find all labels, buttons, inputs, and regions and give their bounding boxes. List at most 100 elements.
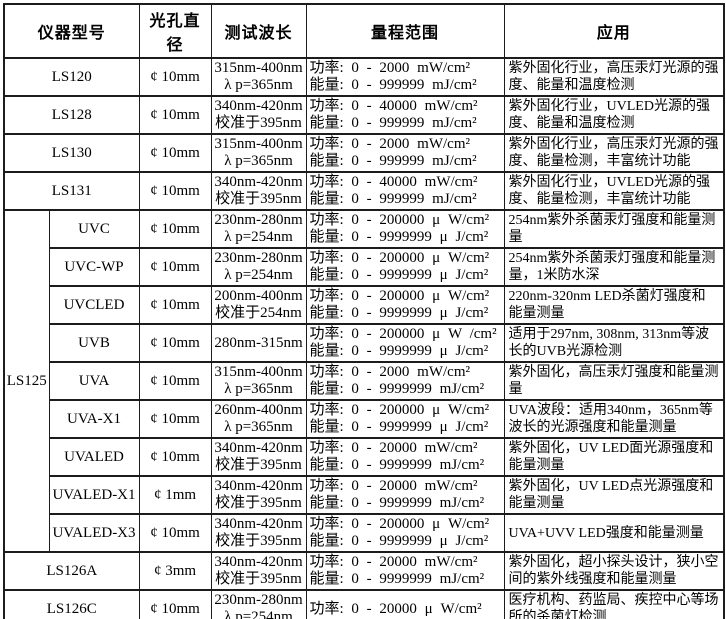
wavelength-cell: 260nm-400nm λ p=365nm xyxy=(210,399,307,439)
aperture-cell: ¢ 10mm xyxy=(138,171,212,211)
wavelength-cell: 230nm-280nm λ p=254nm xyxy=(210,247,307,287)
aperture-cell: ¢ 10mm xyxy=(138,247,212,287)
model-cell: LS126C xyxy=(3,589,140,619)
model-group-cell: LS125 xyxy=(3,209,50,553)
application-cell: 紫外固化行业，UVLED光源的强度、能量检测，丰富统计功能 xyxy=(503,171,725,211)
submodel-cell: UVCLED xyxy=(48,285,140,325)
range-cell: 功率: 0 - 2000 mW/cm² 能量: 0 - 999999 mJ/cm² xyxy=(305,57,505,97)
submodel-cell: UVC xyxy=(48,209,140,249)
application-cell: 254nm紫外杀菌汞灯强度和能量测量 xyxy=(503,209,725,249)
wavelength-line: 315nm-400nm xyxy=(214,364,303,380)
range-line: 功率: 0 - 20000 mW/cm² xyxy=(309,440,478,456)
table-row: LS125 UVC ¢ 10mm 230nm-280nm λ p=254nm 功率: 0 … xyxy=(3,209,725,553)
model-cell: LS120 xyxy=(3,57,140,97)
wavelength-cell: 340nm-420nm 校准于395nm xyxy=(210,171,307,211)
wavelength-line: λ p=254nm xyxy=(224,609,293,619)
range-line: 功率: 0 - 2000 mW/cm² xyxy=(309,364,470,380)
table-row: UVA ¢ 10mm 315nm-400nm λ p=365nm 功率: 0 - 200… xyxy=(4,361,725,401)
range-line: 功率: 0 - 2000 mW/cm² xyxy=(309,136,470,152)
aperture-cell: ¢ 10mm xyxy=(138,437,212,477)
aperture-cell: ¢ 10mm xyxy=(138,361,212,401)
wavelength-line: 340nm-420nm xyxy=(214,98,303,114)
table-row: LS128 ¢ 10mm 340nm-420nm 校准于395nm 功率: 0 - 40… xyxy=(3,95,725,135)
range-cell: 功率: 0 - 200000 μ W/cm² 能量: 0 - 9999999 μ … xyxy=(305,247,505,287)
range-line: 能量: 0 - 9999999 mJ/cm² xyxy=(309,457,485,473)
table-row: UVC-WP ¢ 10mm 230nm-280nm λ p=254nm 功率: 0 - … xyxy=(4,247,725,287)
submodel-cell: UVC-WP xyxy=(48,247,140,287)
range-line: 能量: 0 - 9999999 μ J/cm² xyxy=(309,267,489,283)
application-cell: 医疗机构、药监局、疾控中心等场所的杀菌灯检测 xyxy=(503,589,725,619)
range-line: 功率: 0 - 200000 μ W/cm² xyxy=(309,402,490,418)
range-line: 功率: 0 - 40000 mW/cm² xyxy=(309,98,478,114)
wavelength-cell: 340nm-420nm 校准于395nm xyxy=(210,551,307,591)
range-line: 功率: 0 - 200000 μ W/cm² xyxy=(309,250,490,266)
model-cell: LS130 xyxy=(3,133,140,173)
aperture-cell: ¢ 3mm xyxy=(138,551,212,591)
range-cell: 功率: 0 - 20000 μ W/cm² xyxy=(305,589,505,619)
wavelength-cell: 340nm-420nm 校准于395nm xyxy=(210,513,307,553)
application-cell: 紫外固化，UV LED点光源强度和能量测量 xyxy=(503,475,725,515)
application-cell: 紫外固化行业，UVLED光源的强度、能量和温度检测 xyxy=(503,95,725,135)
application-cell: 紫外固化行业，高压汞灯光源的强度、能量和温度检测 xyxy=(503,57,725,97)
aperture-cell: ¢ 1mm xyxy=(138,475,212,515)
wavelength-line: 校准于395nm xyxy=(215,533,302,549)
aperture-cell: ¢ 10mm xyxy=(138,133,212,173)
header-row: 仪器型号 光孔直径 测试波长 量程范围 应用 xyxy=(3,3,725,59)
header-application: 应用 xyxy=(503,3,725,59)
range-cell: 功率: 0 - 20000 mW/cm² 能量: 0 - 9999999 mJ/c… xyxy=(305,437,505,477)
model-cell: LS131 xyxy=(3,171,140,211)
header-range: 量程范围 xyxy=(305,3,505,59)
aperture-cell: ¢ 10mm xyxy=(138,285,212,325)
submodel-cell: UVA xyxy=(48,361,140,401)
aperture-cell: ¢ 10mm xyxy=(138,399,212,439)
aperture-cell: ¢ 10mm xyxy=(138,57,212,97)
wavelength-line: 340nm-420nm xyxy=(214,554,303,570)
wavelength-line: 校准于395nm xyxy=(215,457,302,473)
range-line: 能量: 0 - 9999999 μ J/cm² xyxy=(309,305,489,321)
table-body: LS120 ¢ 10mm 315nm-400nm λ p=365nm 功率: 0 - 2… xyxy=(3,57,725,619)
wavelength-line: 260nm-400nm xyxy=(214,402,303,418)
application-cell: 紫外固化，高压汞灯强度和能量测量 xyxy=(503,361,725,401)
wavelength-cell: 200nm-400nm 校准于254nm xyxy=(210,285,307,325)
wavelength-line: λ p=365nm xyxy=(224,419,293,435)
aperture-cell: ¢ 10mm xyxy=(138,323,212,363)
application-cell: 紫外固化行业，高压汞灯光源的强度、能量检测，丰富统计功能 xyxy=(503,133,725,173)
submodel-cell: UVALED-X3 xyxy=(48,513,140,553)
table-row: UVALED ¢ 10mm 340nm-420nm 校准于395nm 功率: 0 - 2… xyxy=(4,437,725,477)
wavelength-line: λ p=254nm xyxy=(224,267,293,283)
range-line: 能量: 0 - 9999999 mJ/cm² xyxy=(309,381,485,397)
wavelength-line: λ p=365nm xyxy=(224,77,293,93)
range-cell: 功率: 0 - 2000 mW/cm² 能量: 0 - 999999 mJ/cm² xyxy=(305,133,505,173)
wavelength-line: 340nm-420nm xyxy=(214,174,303,190)
range-line: 功率: 0 - 200000 μ W/cm² xyxy=(309,212,490,228)
wavelength-line: 200nm-400nm xyxy=(214,288,303,304)
aperture-cell: ¢ 10mm xyxy=(138,513,212,553)
header-wavelength: 测试波长 xyxy=(210,3,307,59)
wavelength-line: 230nm-280nm xyxy=(214,212,303,228)
submodel-cell: UVA-X1 xyxy=(48,399,140,439)
wavelength-line: λ p=365nm xyxy=(224,153,293,169)
submodel-cell: UVB xyxy=(48,323,140,363)
wavelength-line: 校准于395nm xyxy=(215,115,302,131)
table-row: LS120 ¢ 10mm 315nm-400nm λ p=365nm 功率: 0 - 2… xyxy=(3,57,725,97)
table-row: UVALED-X1 ¢ 1mm 340nm-420nm 校准于395nm 功率: 0 -… xyxy=(4,475,725,515)
wavelength-cell: 340nm-420nm 校准于395nm xyxy=(210,95,307,135)
table-row: UVA-X1 ¢ 10mm 260nm-400nm λ p=365nm 功率: 0 - … xyxy=(4,399,725,439)
range-line: 功率: 0 - 200000 μ W/cm² xyxy=(309,288,490,304)
range-line: 能量: 0 - 999999 mJ/cm² xyxy=(309,191,477,207)
model-cell: LS128 xyxy=(3,95,140,135)
wavelength-line: λ p=254nm xyxy=(224,229,293,245)
wavelength-cell: 340nm-420nm 校准于395nm xyxy=(210,437,307,477)
range-cell: 功率: 0 - 200000 μ W/cm² 能量: 0 - 9999999 μ … xyxy=(305,513,505,553)
wavelength-line: 校准于395nm xyxy=(215,191,302,207)
application-cell: 紫外固化，UV LED面光源强度和能量测量 xyxy=(503,437,725,477)
table-row: LS126C ¢ 10mm 230nm-280nm λ p=254nm 功率: 0 - … xyxy=(3,589,725,619)
aperture-cell: ¢ 10mm xyxy=(138,209,212,249)
wavelength-line: 校准于254nm xyxy=(215,305,302,321)
table-header: 仪器型号 光孔直径 测试波长 量程范围 应用 xyxy=(3,3,725,59)
wavelength-line: 230nm-280nm xyxy=(214,592,303,608)
submodel-cell: UVALED-X1 xyxy=(48,475,140,515)
application-cell: UVA波段：适用340nm，365nm等波长的光源强度和能量测量 xyxy=(503,399,725,439)
application-cell: 254nm紫外杀菌汞灯强度和能量测量，1米防水深 xyxy=(503,247,725,287)
range-cell: 功率: 0 - 200000 μ W/cm² 能量: 0 - 9999999 μ … xyxy=(305,285,505,325)
